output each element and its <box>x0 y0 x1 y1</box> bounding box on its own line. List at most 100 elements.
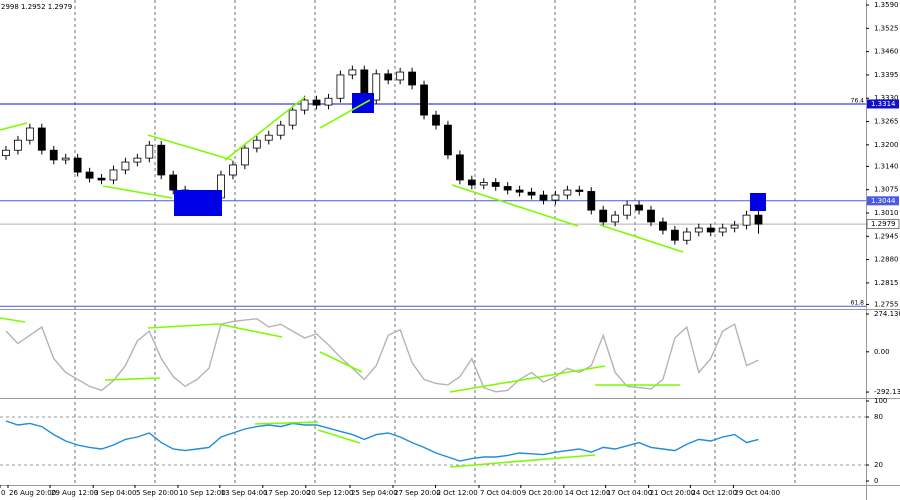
candle-body <box>706 227 715 233</box>
candle-body <box>240 147 249 166</box>
candle-body <box>384 73 393 81</box>
candle-body <box>670 229 679 241</box>
y-tick-label: 1.2945 <box>874 232 899 240</box>
candle-body <box>324 97 333 106</box>
price-label-box <box>867 196 899 206</box>
y-tick-label: 1.3330 <box>874 94 899 102</box>
candle-body <box>587 191 596 211</box>
signal-box <box>174 190 222 216</box>
candle-body <box>288 109 297 126</box>
x-tick-label: 17 Sep 20:00 <box>264 489 311 497</box>
x-tick-label: 7 Oct 04:00 <box>480 489 521 497</box>
candle-body <box>121 161 130 171</box>
divergence-line <box>147 323 219 329</box>
y-tick-label: -292.136 <box>874 388 900 396</box>
divergence-line <box>104 377 161 381</box>
candle-body <box>479 182 488 186</box>
y-tick-label: 20 <box>874 461 883 469</box>
y-tick-label: 1.2880 <box>874 256 899 264</box>
x-tick-label: 10 Sep 12:00 <box>179 489 226 497</box>
x-tick-label: 20 Sep 12:00 <box>307 489 354 497</box>
candle-body <box>730 224 739 229</box>
price-label-box <box>867 99 899 109</box>
x-tick-label: 17 Oct 04:00 <box>607 489 653 497</box>
candle-body <box>563 189 572 196</box>
candle-body <box>515 189 524 193</box>
divergence-line <box>224 96 306 161</box>
candle-body <box>25 127 34 141</box>
candle-body <box>109 169 118 181</box>
candle-body <box>145 144 154 159</box>
y-tick-label: 1.3075 <box>874 186 899 194</box>
candle-body <box>659 221 667 231</box>
candle-body <box>467 179 476 186</box>
price-label: 1.3314 <box>871 100 896 108</box>
candle-body <box>742 214 751 226</box>
y-tick-label: 1.3200 <box>874 141 899 149</box>
candle-body <box>97 177 106 181</box>
y-tick-label: 1.3395 <box>874 71 899 79</box>
y-tick-label: 1.2755 <box>874 300 899 308</box>
candle-body <box>718 227 727 233</box>
price-label-box <box>866 219 900 229</box>
divergence-line <box>319 351 363 373</box>
candle-body <box>37 127 46 151</box>
candle-body <box>623 204 632 216</box>
price-label: 1.3044 <box>871 197 896 205</box>
candle-body <box>348 69 357 76</box>
y-tick-label: 1.3525 <box>874 24 899 32</box>
indicator-line <box>5 317 759 393</box>
y-tick-label: 1.2815 <box>874 279 899 287</box>
divergence-line <box>599 224 684 253</box>
quote-header: 2998 1.2952 1.2979 <box>1 3 72 11</box>
candle-body <box>611 214 620 223</box>
x-tick-label: 24 Oct 12:00 <box>691 489 737 497</box>
period-separators <box>74 0 796 485</box>
y-tick-label: 1.3140 <box>874 162 899 170</box>
y-tick-label: 80 <box>874 413 883 421</box>
candle-body <box>396 71 405 81</box>
candle-body <box>336 74 345 99</box>
level-name: 61.8 <box>851 300 865 307</box>
y-tick-label: 1.3460 <box>874 48 899 56</box>
candle-body <box>503 186 512 191</box>
x-tick-label: 13 Sep 04:00 <box>221 489 268 497</box>
x-tick-label: 5 Sep 20:00 <box>136 489 178 497</box>
x-tick-label: 21 Oct 20:00 <box>650 489 696 497</box>
candle-body <box>694 227 703 233</box>
candle-body <box>229 164 237 176</box>
y-tick-label: 1.3265 <box>874 118 899 126</box>
signal-box <box>750 193 766 211</box>
divergence-line <box>254 421 319 425</box>
annotations <box>0 93 766 468</box>
candle-body <box>527 191 536 196</box>
candle-body <box>73 157 82 173</box>
x-tick-label: 14 Oct 12:00 <box>565 489 611 497</box>
divergence-line <box>0 317 26 323</box>
level-name: 76.4 <box>851 97 865 104</box>
candle-body <box>455 154 464 181</box>
candle-body <box>599 209 608 223</box>
x-tick-label: 25 Sep 04:00 <box>351 489 398 497</box>
candle-body <box>420 84 428 116</box>
candle-body <box>300 99 309 111</box>
candle-body <box>408 71 416 86</box>
signal-box <box>352 93 374 113</box>
candle-body <box>551 194 560 201</box>
candle-body <box>372 73 381 101</box>
x-tick-label: 9 Oct 20:00 <box>522 489 563 497</box>
candle-body <box>312 99 321 106</box>
candle-body <box>85 171 94 179</box>
candle-body <box>444 124 452 156</box>
candle-body <box>133 157 142 163</box>
candle-body <box>682 231 691 241</box>
x-tick-label: 3 Sep 04:00 <box>94 489 136 497</box>
y-tick-label: 100 <box>874 397 887 405</box>
price-label: 1.2979 <box>871 220 896 228</box>
candle-body <box>2 149 10 157</box>
candle-body <box>49 149 58 161</box>
candle-body <box>169 174 178 191</box>
candle-body <box>754 214 763 225</box>
